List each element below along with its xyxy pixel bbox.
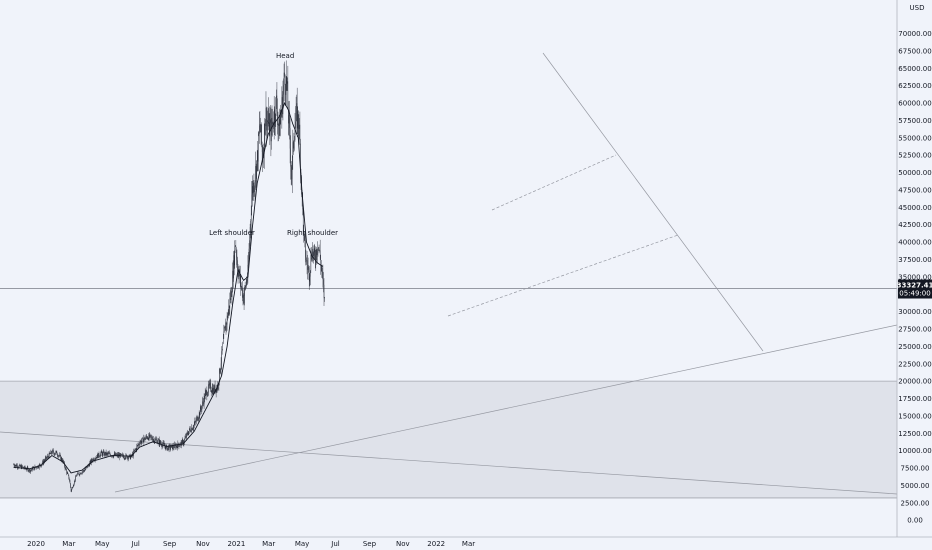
y-tick-label: 55000.00	[898, 134, 931, 142]
y-tick-label: 40000.00	[898, 239, 931, 247]
y-tick-label: 47500.00	[898, 186, 931, 194]
x-tick-label: May	[95, 540, 109, 548]
x-tick-label: Jul	[330, 540, 340, 548]
price-axis[interactable]	[897, 0, 932, 537]
y-tick-label: 5000.00	[901, 482, 930, 490]
x-tick-label: Mar	[462, 540, 475, 548]
last-price-tag: 33327.41 05:49:00	[897, 279, 932, 299]
pattern-annotation: Right shoulder	[287, 229, 338, 237]
pattern-annotation: Head	[276, 52, 294, 60]
x-tick-labels: 2020 Mar May Jul Sep Nov 2021 Mar May Jul Sep Nov 20…	[27, 540, 475, 548]
long-term-support-line	[114, 324, 898, 493]
y-tick-label: 67500.00	[898, 47, 931, 55]
head-trend-line	[542, 52, 764, 352]
time-axis[interactable]	[0, 537, 897, 550]
y-tick-label: 37500.00	[898, 256, 931, 264]
y-tick-label: 20000.00	[898, 378, 931, 386]
x-tick-label: 2021	[227, 540, 245, 548]
y-tick-label: 27500.00	[898, 326, 931, 334]
y-tick-label: 30000.00	[898, 308, 931, 316]
y-tick-label: 52500.00	[898, 152, 931, 160]
y-tick-label: 17500.00	[898, 395, 931, 403]
x-tick-label: May	[295, 540, 309, 548]
x-tick-label: Sep	[163, 540, 177, 548]
currency-label: USD	[910, 4, 925, 12]
y-tick-label: 7500.00	[901, 465, 930, 473]
x-tick-label: Nov	[396, 540, 410, 548]
x-tick-label: 2022	[427, 540, 445, 548]
demand-zone	[0, 381, 897, 498]
neckline-lower	[447, 234, 679, 317]
countdown-label: 05:49:00	[899, 290, 930, 298]
plot-area[interactable]: Left shoulder Head Right shoulder	[0, 52, 898, 499]
y-tick-label: 57500.00	[898, 117, 931, 125]
x-tick-label: Nov	[196, 540, 210, 548]
current-price-label: 33327.41	[897, 282, 932, 290]
moving-average-line	[13, 102, 324, 474]
y-tick-label: 12500.00	[898, 430, 931, 438]
x-tick-label: Mar	[262, 540, 275, 548]
y-tick-label: 15000.00	[898, 412, 931, 420]
y-tick-labels: 0.00 2500.00 5000.00 7500.00 10000.00 12500.0…	[898, 30, 931, 525]
y-tick-label: 45000.00	[898, 204, 931, 212]
pattern-annotation: Left shoulder	[209, 229, 255, 237]
x-tick-label: Sep	[363, 540, 377, 548]
neckline-upper	[491, 154, 617, 211]
y-tick-label: 60000.00	[898, 100, 931, 108]
y-tick-label: 70000.00	[898, 30, 931, 38]
y-tick-label: 65000.00	[898, 65, 931, 73]
y-tick-label: 22500.00	[898, 360, 931, 368]
y-tick-label: 62500.00	[898, 82, 931, 90]
long-term-resistance-line	[0, 431, 898, 495]
y-tick-label: 0.00	[907, 517, 923, 525]
x-tick-label: Jul	[130, 540, 140, 548]
y-tick-label: 50000.00	[898, 169, 931, 177]
x-tick-label: 2020	[27, 540, 45, 548]
y-tick-label: 25000.00	[898, 343, 931, 351]
x-tick-label: Mar	[62, 540, 75, 548]
y-tick-label: 10000.00	[898, 447, 931, 455]
y-tick-label: 35000.00	[898, 273, 931, 281]
y-tick-label: 42500.00	[898, 221, 931, 229]
y-tick-label: 2500.00	[901, 499, 930, 507]
